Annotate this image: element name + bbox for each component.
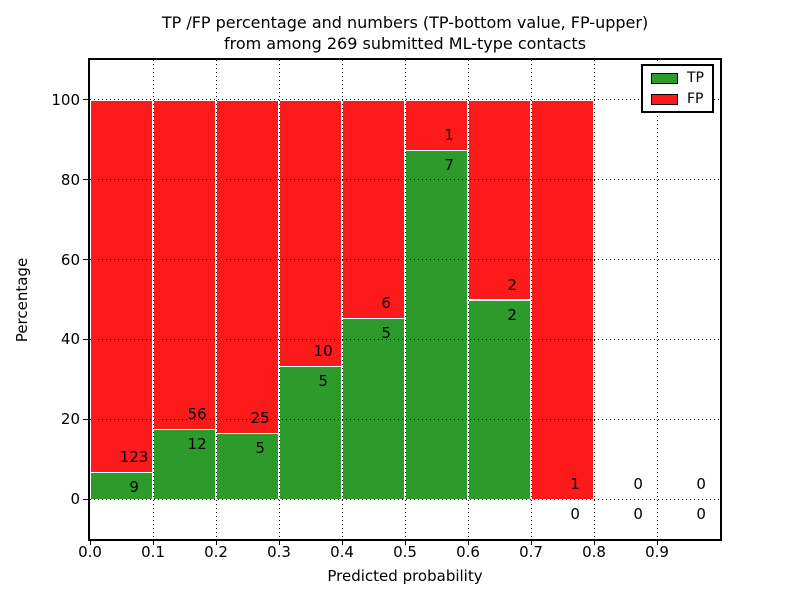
tp-count-label: 7 [444, 155, 454, 174]
x-tick-label: 0.0 [78, 543, 102, 561]
grid-layer [90, 60, 720, 539]
fp-count-label: 1 [570, 475, 580, 494]
tp-bar [216, 432, 279, 500]
x-tick [404, 540, 406, 545]
x-axis-label: Predicted probability [327, 567, 483, 585]
y-tick [83, 259, 88, 261]
fp-count-label: 56 [187, 404, 207, 423]
horizontal-gridline [90, 99, 720, 101]
x-tick-label: 0.8 [582, 543, 606, 561]
vertical-gridline [467, 60, 469, 539]
y-tick-label: 40 [60, 330, 80, 349]
y-tick [83, 99, 88, 101]
fp-bar [216, 99, 279, 433]
x-tick [341, 540, 343, 545]
bar-labels-layer: 123 9 56 12 25 5 10 5 6 5 1 7 2 2 1 0 0 0 0 0 [90, 60, 720, 539]
vertical-gridline [215, 60, 217, 539]
fp-bar [342, 99, 405, 318]
tp-count-label: 5 [381, 323, 391, 342]
tp-bar [279, 366, 342, 500]
vertical-gridline [656, 60, 658, 539]
x-tick [215, 540, 217, 545]
fp-count-label: 2 [507, 275, 517, 294]
tp-bar [468, 299, 531, 500]
horizontal-gridline [90, 338, 720, 340]
x-tick [530, 540, 532, 545]
x-tick [467, 540, 469, 545]
fp-swatch-icon [651, 93, 678, 105]
vertical-gridline [530, 60, 532, 539]
fp-bar [468, 99, 531, 300]
y-tick [83, 338, 88, 340]
tp-count-label: 12 [187, 434, 207, 453]
legend-item-fp: FP [651, 92, 704, 106]
y-axis-label: Percentage [13, 257, 31, 343]
y-tick [83, 498, 88, 500]
x-tick [278, 540, 280, 545]
tp-count-label: 5 [318, 372, 328, 391]
y-tick-label: 60 [60, 250, 80, 269]
chart-title-line1: TP /FP percentage and numbers (TP-bottom… [161, 13, 649, 32]
bars-layer [90, 60, 720, 539]
fp-bar [279, 99, 342, 367]
legend-label-tp: TP [687, 70, 704, 86]
fp-count-label: 0 [696, 475, 706, 494]
x-tick-label: 0.5 [393, 543, 417, 561]
horizontal-gridline [90, 259, 720, 261]
x-tick [152, 540, 154, 545]
vertical-gridline [341, 60, 343, 539]
horizontal-gridline [90, 179, 720, 181]
chart-title: TP /FP percentage and numbers (TP-bottom… [88, 12, 722, 54]
x-tick [656, 540, 658, 545]
fp-count-label: 0 [633, 475, 643, 494]
vertical-gridline [593, 60, 595, 539]
horizontal-gridline [90, 498, 720, 500]
y-tick-label: 20 [60, 410, 80, 429]
tp-swatch-icon [651, 72, 678, 84]
vertical-gridline [404, 60, 406, 539]
tp-bar [342, 317, 405, 500]
tp-bar [153, 428, 216, 500]
x-tick-label: 0.9 [645, 543, 669, 561]
y-tick-label: 80 [60, 170, 80, 189]
tp-count-label: 0 [696, 505, 706, 524]
y-tick [83, 418, 88, 420]
legend-item-tp: TP [651, 71, 704, 85]
plot-area: 123 9 56 12 25 5 10 5 6 5 1 7 2 2 1 0 0 0 0 0 TP FP [88, 58, 722, 541]
fp-count-label: 6 [381, 293, 391, 312]
vertical-gridline [152, 60, 154, 539]
y-tick-label: 100 [51, 90, 80, 109]
x-tick-label: 0.3 [267, 543, 291, 561]
x-tick-label: 0.2 [204, 543, 228, 561]
tp-count-label: 0 [570, 505, 580, 524]
tp-count-label: 0 [633, 505, 643, 524]
x-tick-label: 0.6 [456, 543, 480, 561]
legend: TP FP [641, 64, 714, 113]
tp-count-label: 9 [129, 477, 139, 496]
x-tick [89, 540, 91, 545]
fp-count-label: 1 [444, 125, 454, 144]
fp-count-label: 123 [119, 447, 149, 466]
y-tick [83, 179, 88, 181]
vertical-gridline [278, 60, 280, 539]
x-tick-label: 0.4 [330, 543, 354, 561]
fp-count-label: 10 [313, 342, 333, 361]
x-tick [593, 540, 595, 545]
tp-count-label: 5 [255, 438, 265, 457]
x-tick-label: 0.7 [519, 543, 543, 561]
y-tick-label: 0 [70, 490, 80, 509]
fp-bar [531, 99, 594, 500]
fp-bar [90, 99, 153, 472]
x-tick-label: 0.1 [141, 543, 165, 561]
chart-title-line2: from among 269 submitted ML-type contact… [223, 34, 587, 53]
horizontal-gridline [90, 418, 720, 420]
legend-label-fp: FP [687, 91, 704, 107]
fp-count-label: 25 [250, 408, 270, 427]
tp-count-label: 2 [507, 305, 517, 324]
tp-bar [90, 471, 153, 500]
